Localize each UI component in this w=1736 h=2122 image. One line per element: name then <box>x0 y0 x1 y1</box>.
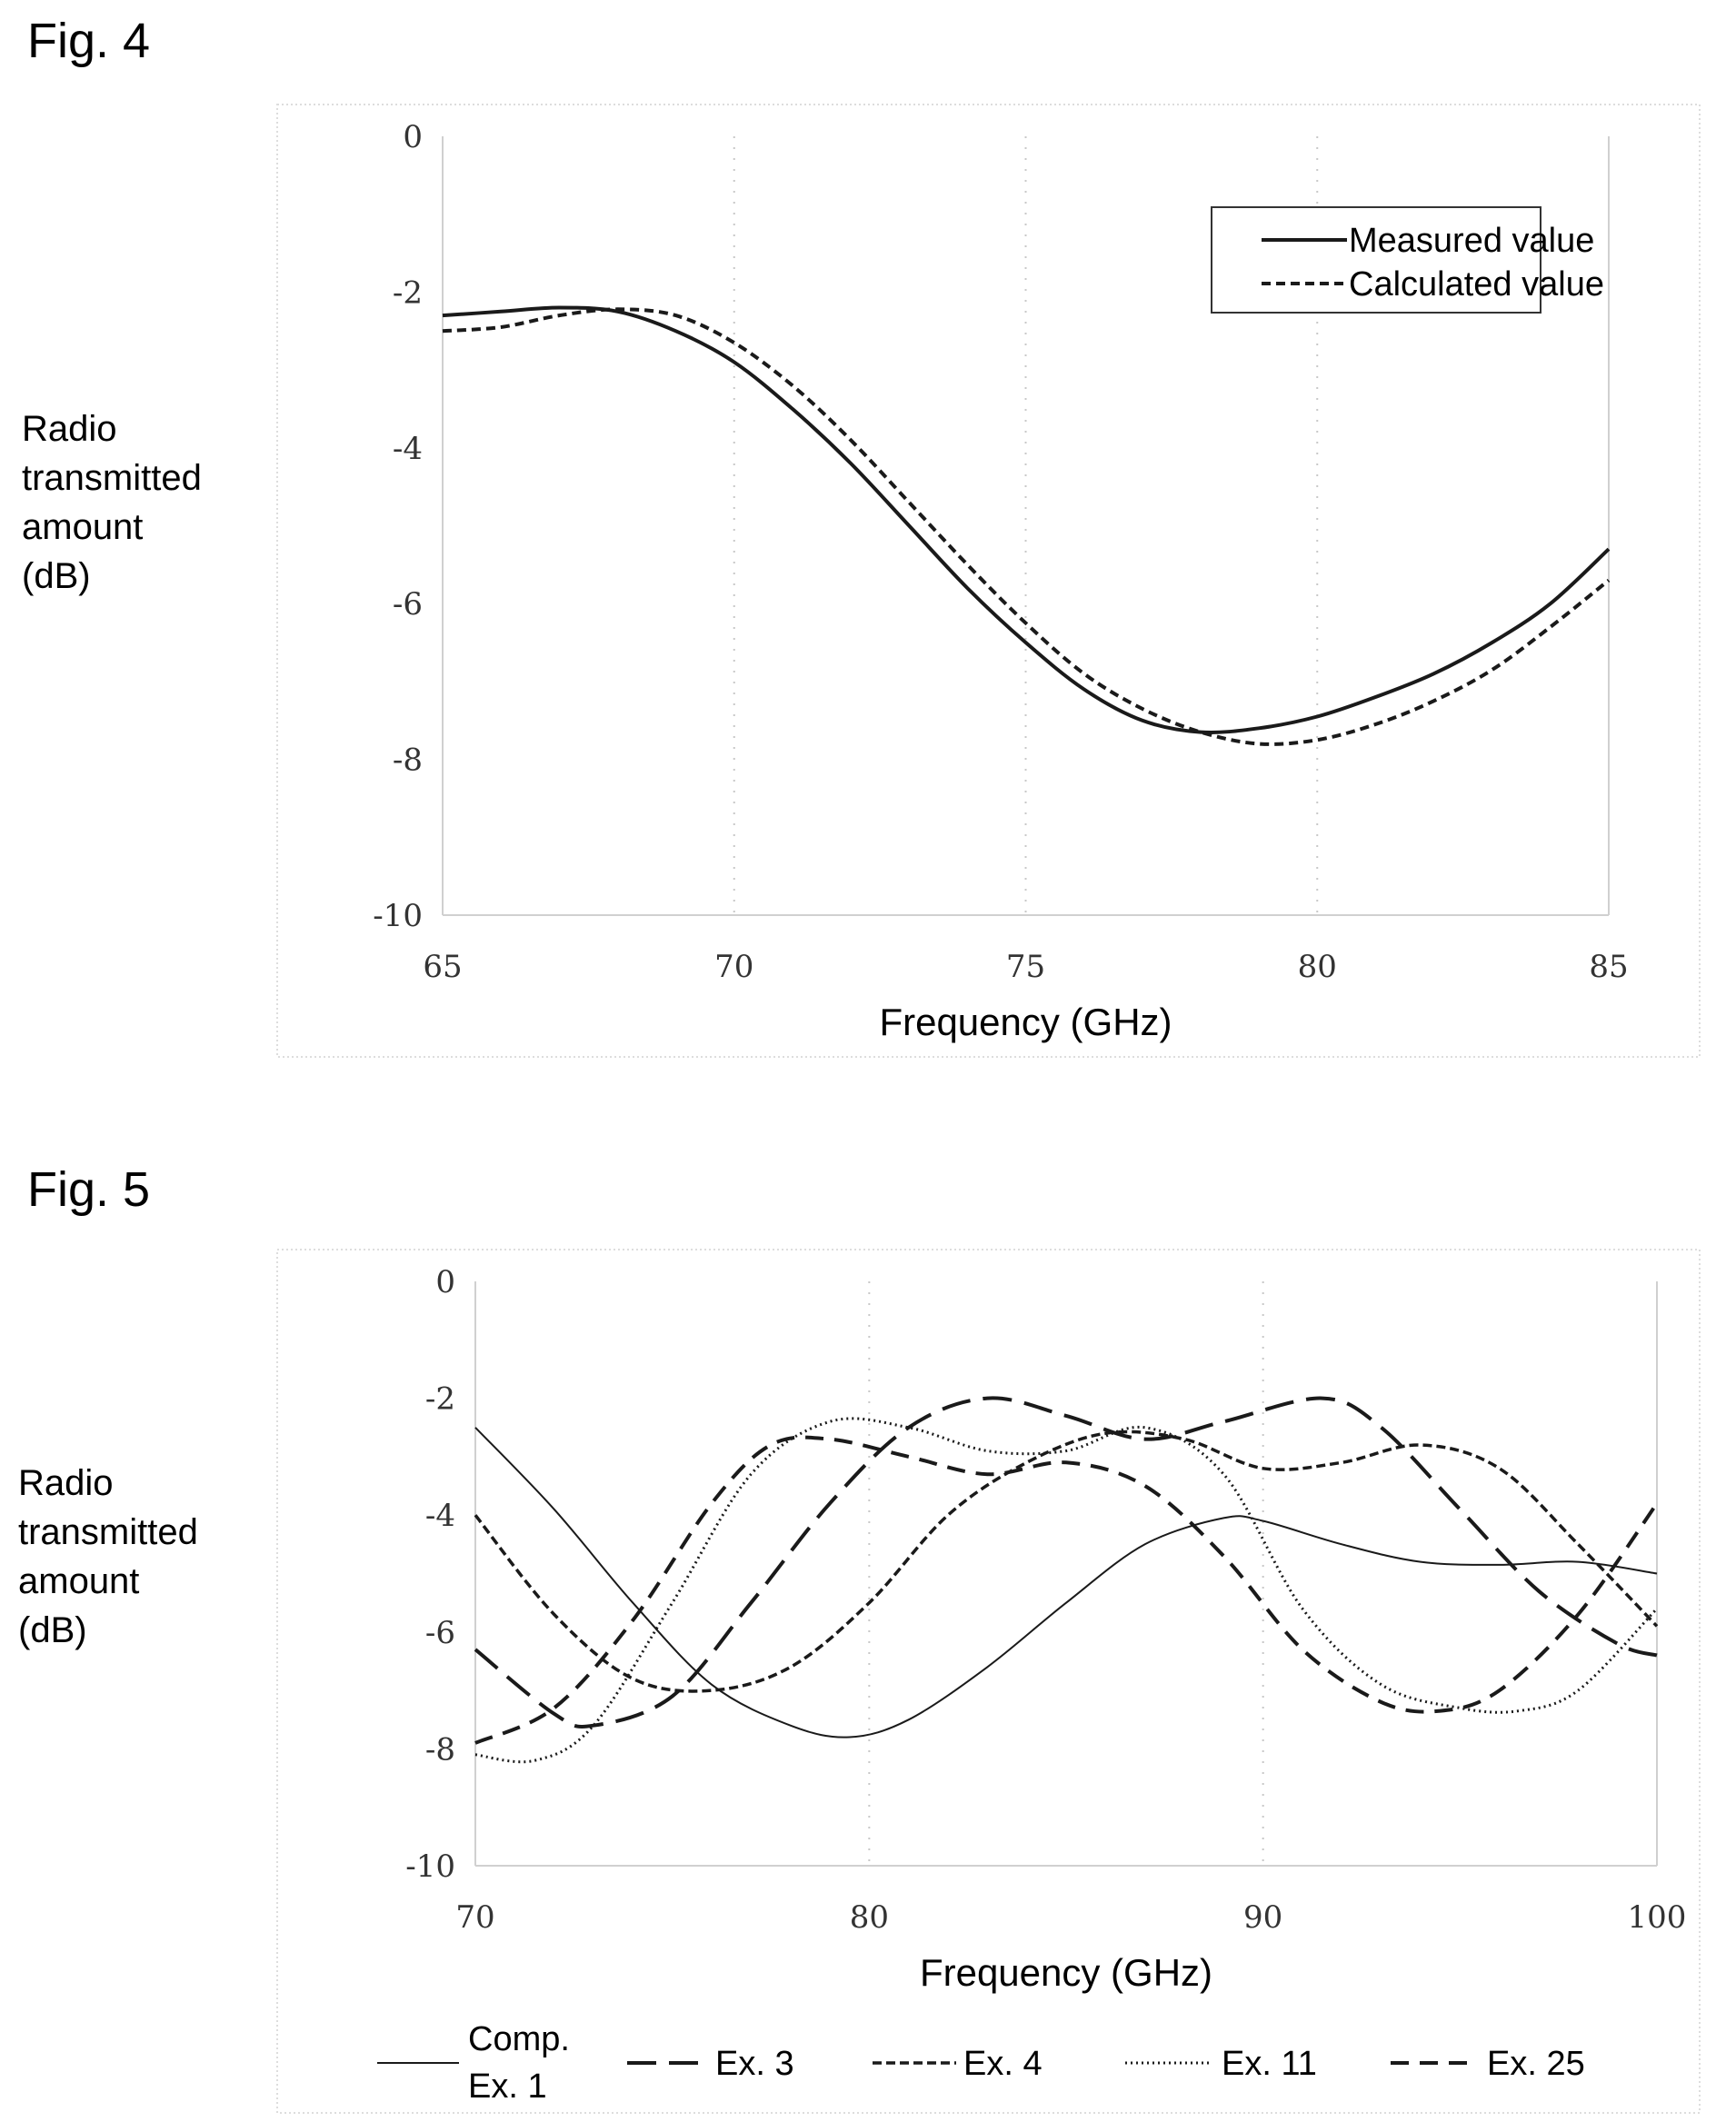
fig5-x-axis-title: Frequency (GHz) <box>920 1951 1212 1994</box>
fig5-legend-label: Ex. 11 <box>1222 2045 1317 2083</box>
fig5-x-tick-label: 70 <box>455 1899 494 1936</box>
fig4-series-line-2 <box>442 307 1611 746</box>
fig5-label: Fig. 5 <box>27 1162 151 1217</box>
fig4-x-tick-label: 75 <box>1006 949 1045 985</box>
fig5-y-tick-label: -4 <box>425 1498 455 1534</box>
fig5-legend-label: Ex. 1 <box>468 2067 547 2106</box>
fig4-x-tick-label: 70 <box>714 949 753 985</box>
fig4-y-tick-label: -10 <box>373 898 423 934</box>
fig4-x-tick-label: 65 <box>423 949 462 985</box>
fig4-x-tick-label: 80 <box>1298 949 1337 985</box>
fig5-series-line-1 <box>474 1427 1658 1738</box>
fig5-ylabel-line: amount <box>18 1561 140 1601</box>
fig5-ylabel-line: transmitted <box>18 1512 198 1552</box>
fig5-legend-label: Ex. 4 <box>963 2045 1043 2083</box>
fig5-ylabel-line: Radio <box>18 1463 114 1503</box>
fig4-y-tick-label: 0 <box>403 119 423 155</box>
fig5-y-tick-label: -8 <box>425 1731 455 1768</box>
fig4-y-tick-label: -2 <box>393 274 423 311</box>
fig5-legend-label: Comp. <box>468 2020 570 2058</box>
fig5-series-line-5 <box>474 1435 1659 1745</box>
fig4-legend-label: Calculated value <box>1349 265 1604 304</box>
fig4-y-tick-label: -6 <box>393 586 423 623</box>
fig4-legend-label: Measured value <box>1349 222 1594 260</box>
fig5-y-tick-label: -6 <box>425 1615 455 1651</box>
fig4-y-axis-label: Radio transmitted amount (dB) <box>22 404 202 601</box>
fig5-x-tick-label: 80 <box>850 1899 889 1936</box>
fig4-ylabel-line: (dB) <box>22 556 91 596</box>
fig5-legend-label: Ex. 25 <box>1487 2045 1585 2083</box>
fig4-label: Fig. 4 <box>27 14 151 68</box>
fig5-x-tick-label: 90 <box>1243 1899 1282 1936</box>
fig4-x-axis-title: Frequency (GHz) <box>879 1001 1172 1043</box>
fig4-ylabel-line: amount <box>22 507 144 547</box>
fig5-series-line-4 <box>474 1417 1659 1764</box>
fig5-legend-label: Ex. 3 <box>715 2045 794 2083</box>
fig5-y-tick-label: 0 <box>435 1264 455 1300</box>
fig4-legend-box <box>1211 206 1541 314</box>
fig5-series-line-3 <box>474 1430 1659 1693</box>
fig4-x-tick-label: 85 <box>1589 949 1628 985</box>
fig4-y-tick-label: -4 <box>393 431 423 467</box>
fig5-chart-border <box>276 1249 1701 2114</box>
fig5-y-tick-label: -10 <box>405 1848 455 1885</box>
fig4-series-line-1 <box>442 305 1611 734</box>
fig5-y-axis-label: Radio transmitted amount (dB) <box>18 1459 198 1655</box>
fig5-series-line-2 <box>474 1396 1658 1728</box>
fig5-x-tick-label: 100 <box>1628 1899 1687 1936</box>
fig4-y-tick-label: -8 <box>393 742 423 779</box>
fig4-ylabel-line: transmitted <box>22 458 202 498</box>
fig4-chart-border <box>276 104 1701 1058</box>
fig5-ylabel-line: (dB) <box>18 1610 87 1650</box>
fig5-y-tick-label: -2 <box>425 1381 455 1418</box>
fig4-ylabel-line: Radio <box>22 409 117 449</box>
